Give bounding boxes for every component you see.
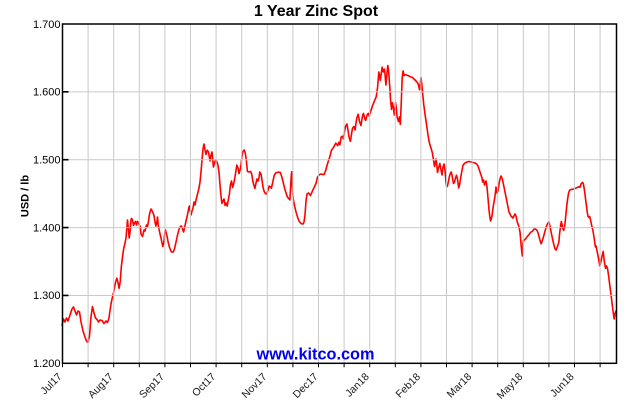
svg-text:1.400: 1.400 [33,222,61,234]
svg-text:1.300: 1.300 [33,290,61,302]
svg-text:1.700: 1.700 [33,19,61,31]
svg-text:USD / lb: USD / lb [20,175,32,217]
svg-text:www.kitco.com: www.kitco.com [256,346,375,364]
svg-text:1.500: 1.500 [33,155,61,167]
svg-text:1.200: 1.200 [33,358,61,370]
svg-text:1.600: 1.600 [33,87,61,99]
svg-text:1 Year Zinc Spot: 1 Year Zinc Spot [254,3,379,20]
